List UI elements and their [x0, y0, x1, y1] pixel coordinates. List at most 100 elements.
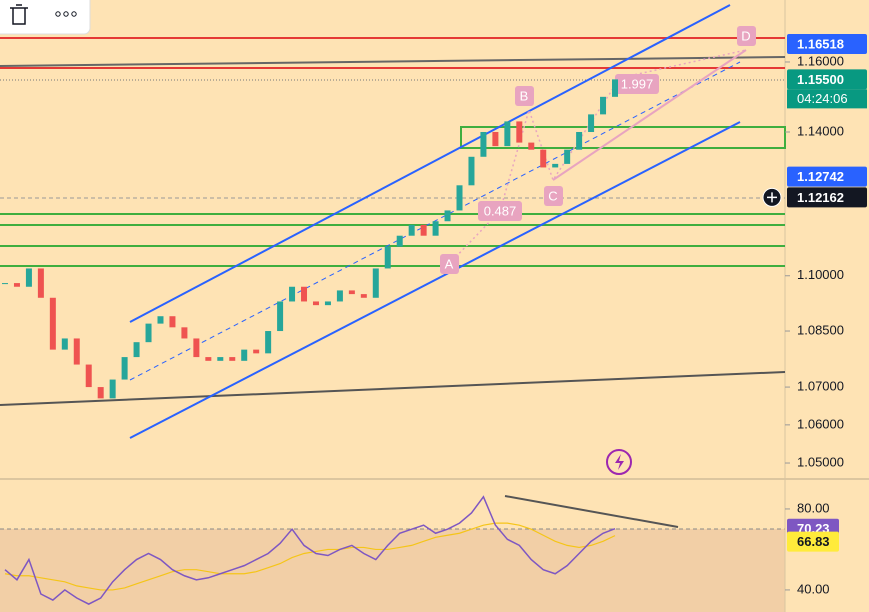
- candle: [37, 268, 44, 298]
- candle: [492, 131, 499, 147]
- rsi-band: [0, 529, 785, 612]
- candle: [253, 349, 260, 354]
- candle: [360, 294, 367, 298]
- rsi-tick-label: 40.00: [797, 581, 830, 596]
- candle: [241, 349, 248, 361]
- candle: [301, 286, 308, 302]
- candle: [420, 224, 427, 236]
- candle: [109, 379, 116, 399]
- candle: [193, 338, 200, 358]
- candle: [85, 364, 92, 388]
- candle: [456, 185, 463, 211]
- more-icon[interactable]: [55, 11, 77, 17]
- candle: [25, 268, 32, 287]
- pattern-label: B: [520, 88, 529, 103]
- price-tag: [787, 69, 867, 90]
- candle: [265, 331, 272, 354]
- rsi-line: [4, 495, 616, 605]
- candle: [133, 342, 140, 358]
- candle: [145, 323, 152, 343]
- y-tick-label: 1.16000: [797, 53, 844, 68]
- rsi-tag: [787, 531, 839, 552]
- candle: [277, 301, 284, 332]
- candle: [396, 235, 403, 247]
- price-tag-label: 1.12162: [797, 190, 844, 205]
- label-bg: [478, 201, 522, 221]
- price-tag-label: 1.16518: [797, 36, 844, 51]
- dot: [63, 11, 69, 17]
- candle: [336, 290, 343, 302]
- candle: [408, 224, 415, 236]
- candle: [588, 114, 595, 132]
- candle: [372, 268, 379, 298]
- candle: [564, 149, 571, 164]
- rsi-tag-label: 66.83: [797, 534, 830, 549]
- label-bg: [737, 26, 756, 46]
- y-tick-label: 1.06000: [797, 416, 844, 431]
- candle: [444, 210, 451, 222]
- label-bg: [544, 186, 563, 206]
- y-tick-label: 1.10000: [797, 267, 844, 282]
- candle: [540, 149, 547, 168]
- price-tag: [787, 34, 867, 55]
- candle: [480, 131, 487, 157]
- divergence-line: [504, 495, 679, 528]
- candle: [157, 316, 164, 324]
- trend-line: [0, 56, 786, 67]
- dot: [55, 11, 61, 17]
- ratio-label: 0.487: [484, 203, 517, 218]
- pattern-label: C: [548, 188, 557, 203]
- trash-icon[interactable]: [10, 4, 28, 25]
- label-bg: [615, 74, 659, 94]
- flash-bolt: [615, 454, 624, 470]
- abcd-leg: [552, 49, 747, 181]
- channel-mid: [129, 61, 741, 381]
- candle: [61, 338, 68, 350]
- candle: [504, 121, 511, 147]
- pattern-label: A: [445, 256, 454, 271]
- candle: [612, 79, 618, 97]
- label-bg: [515, 86, 534, 106]
- rsi-tick-label: 80.00: [797, 500, 830, 515]
- price-tag: [787, 187, 867, 208]
- candle: [528, 142, 535, 150]
- countdown-bg: [787, 89, 867, 109]
- green-zone: [460, 126, 786, 149]
- candle: [432, 221, 439, 236]
- candle: [289, 286, 296, 302]
- price-tag-label: 1.12742: [797, 169, 844, 184]
- plus: [767, 192, 777, 203]
- candle: [229, 357, 236, 361]
- candle: [181, 327, 188, 339]
- candle: [49, 297, 56, 350]
- candle: [600, 96, 607, 115]
- candle: [97, 387, 104, 399]
- y-tick-label: 1.08500: [797, 322, 844, 337]
- candle: [205, 357, 212, 361]
- candle: [348, 290, 355, 295]
- y-tick-label: 1.14000: [797, 123, 844, 138]
- channel-lower: [129, 121, 741, 439]
- candle: [169, 316, 176, 328]
- flash-icon[interactable]: [606, 449, 632, 475]
- candle: [217, 357, 224, 361]
- y-tick-label: 1.05000: [797, 454, 844, 469]
- candle: [468, 156, 475, 186]
- candle: [2, 283, 8, 285]
- candle: [121, 357, 128, 380]
- countdown: 04:24:06: [797, 91, 848, 106]
- pattern-label: D: [741, 28, 750, 43]
- y-tick-label: 1.07000: [797, 379, 844, 394]
- candle: [324, 301, 331, 306]
- dot: [71, 11, 77, 17]
- candle: [312, 301, 319, 306]
- candle: [516, 121, 523, 143]
- candle: [576, 131, 583, 150]
- price-tag: [787, 166, 867, 187]
- candle: [552, 163, 559, 168]
- trend-line: [0, 371, 786, 406]
- price-tag-label: 1.15500: [797, 72, 844, 87]
- label-bg: [440, 254, 459, 274]
